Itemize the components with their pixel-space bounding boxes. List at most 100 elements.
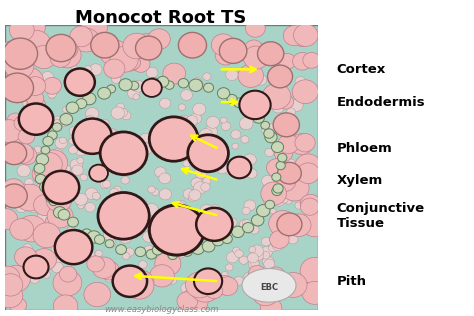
Circle shape: [100, 40, 128, 65]
Circle shape: [183, 160, 191, 167]
Circle shape: [36, 174, 46, 184]
Circle shape: [152, 189, 159, 196]
Circle shape: [173, 234, 185, 245]
Circle shape: [128, 88, 140, 99]
Circle shape: [244, 200, 256, 211]
Circle shape: [206, 283, 223, 299]
Circle shape: [36, 154, 49, 165]
Circle shape: [190, 113, 201, 124]
Circle shape: [121, 54, 140, 71]
Circle shape: [1, 142, 27, 165]
Circle shape: [46, 189, 72, 212]
Circle shape: [85, 116, 95, 124]
Circle shape: [195, 168, 202, 174]
Circle shape: [27, 128, 34, 134]
Circle shape: [88, 147, 95, 154]
Circle shape: [137, 155, 145, 162]
Circle shape: [68, 217, 79, 227]
Circle shape: [132, 56, 150, 72]
Circle shape: [9, 298, 27, 313]
Circle shape: [269, 210, 297, 236]
Circle shape: [120, 220, 133, 232]
Circle shape: [168, 66, 178, 75]
Circle shape: [196, 208, 232, 241]
Circle shape: [47, 204, 73, 228]
Circle shape: [56, 240, 69, 252]
Text: Endodermis: Endodermis: [337, 95, 425, 109]
Circle shape: [94, 235, 105, 244]
Circle shape: [99, 261, 111, 273]
Circle shape: [247, 253, 258, 263]
Circle shape: [145, 204, 158, 216]
Circle shape: [204, 239, 215, 248]
Circle shape: [264, 129, 274, 138]
Circle shape: [25, 259, 37, 270]
Circle shape: [38, 260, 48, 269]
Circle shape: [23, 189, 33, 199]
Circle shape: [59, 188, 67, 196]
Circle shape: [23, 244, 32, 252]
Circle shape: [89, 165, 108, 182]
Circle shape: [264, 259, 275, 269]
Circle shape: [44, 84, 51, 90]
Circle shape: [191, 137, 201, 147]
Circle shape: [43, 137, 53, 146]
Circle shape: [87, 231, 100, 243]
Circle shape: [102, 180, 111, 188]
Circle shape: [165, 81, 174, 89]
Circle shape: [276, 74, 284, 81]
Circle shape: [3, 38, 37, 69]
Circle shape: [206, 163, 216, 172]
Circle shape: [49, 206, 56, 212]
Circle shape: [219, 38, 247, 64]
Circle shape: [251, 259, 259, 267]
Circle shape: [43, 77, 62, 94]
Circle shape: [73, 28, 99, 52]
Circle shape: [185, 272, 214, 298]
Circle shape: [286, 159, 295, 167]
Circle shape: [192, 283, 203, 293]
Circle shape: [183, 189, 194, 199]
Circle shape: [7, 113, 24, 128]
Circle shape: [46, 34, 76, 62]
Circle shape: [243, 222, 254, 233]
Circle shape: [187, 221, 195, 228]
Circle shape: [108, 85, 115, 90]
Circle shape: [220, 117, 227, 123]
Circle shape: [217, 228, 224, 234]
Circle shape: [148, 186, 155, 193]
Circle shape: [82, 16, 108, 40]
Circle shape: [46, 191, 59, 203]
Circle shape: [192, 78, 202, 87]
Circle shape: [174, 202, 186, 212]
Circle shape: [272, 173, 281, 181]
Circle shape: [278, 162, 301, 184]
Circle shape: [189, 119, 196, 126]
Circle shape: [292, 27, 312, 46]
Circle shape: [109, 188, 118, 197]
Circle shape: [168, 276, 177, 284]
Circle shape: [81, 248, 94, 261]
Circle shape: [248, 265, 266, 281]
Circle shape: [270, 231, 289, 248]
Circle shape: [105, 240, 114, 248]
Circle shape: [23, 138, 30, 144]
Circle shape: [273, 99, 280, 105]
Circle shape: [281, 197, 288, 203]
Circle shape: [155, 167, 166, 177]
Circle shape: [300, 194, 321, 213]
Circle shape: [136, 33, 157, 53]
Circle shape: [51, 243, 65, 255]
Circle shape: [272, 102, 284, 113]
Circle shape: [143, 246, 155, 256]
Circle shape: [34, 160, 56, 180]
Circle shape: [159, 173, 171, 184]
Circle shape: [53, 43, 81, 68]
Circle shape: [282, 96, 291, 104]
Circle shape: [226, 252, 238, 263]
Circle shape: [278, 53, 296, 69]
Circle shape: [119, 79, 132, 91]
Circle shape: [1, 184, 27, 208]
Circle shape: [139, 143, 152, 155]
Circle shape: [47, 131, 57, 140]
